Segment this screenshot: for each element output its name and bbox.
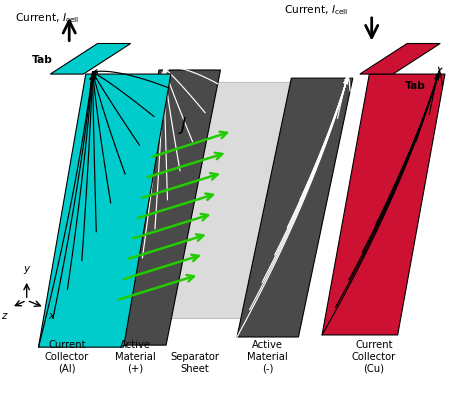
Polygon shape (360, 43, 440, 74)
Text: y: y (24, 264, 30, 274)
Polygon shape (143, 82, 318, 319)
Polygon shape (105, 70, 220, 345)
Text: Tab: Tab (31, 55, 52, 65)
Text: Current
Collector
(Cu): Current Collector (Cu) (352, 340, 396, 374)
Text: Separator
Sheet: Separator Sheet (170, 352, 219, 374)
Text: Active
Material
(-): Active Material (-) (247, 340, 288, 374)
Polygon shape (38, 74, 171, 347)
Text: Current, $\mathit{I}_\mathrm{cell}$: Current, $\mathit{I}_\mathrm{cell}$ (15, 11, 79, 25)
Text: $\mathit{J}$: $\mathit{J}$ (178, 115, 188, 135)
Text: z: z (1, 311, 7, 321)
Text: Current, $\mathit{I}_\mathrm{cell}$: Current, $\mathit{I}_\mathrm{cell}$ (284, 3, 349, 16)
Polygon shape (322, 74, 445, 335)
Polygon shape (50, 43, 131, 74)
Text: Active
Material
(+): Active Material (+) (115, 340, 156, 374)
Text: Current
Collector
(Al): Current Collector (Al) (45, 340, 89, 374)
Text: x: x (48, 311, 55, 321)
Text: Tab: Tab (405, 81, 426, 91)
Polygon shape (237, 78, 353, 337)
